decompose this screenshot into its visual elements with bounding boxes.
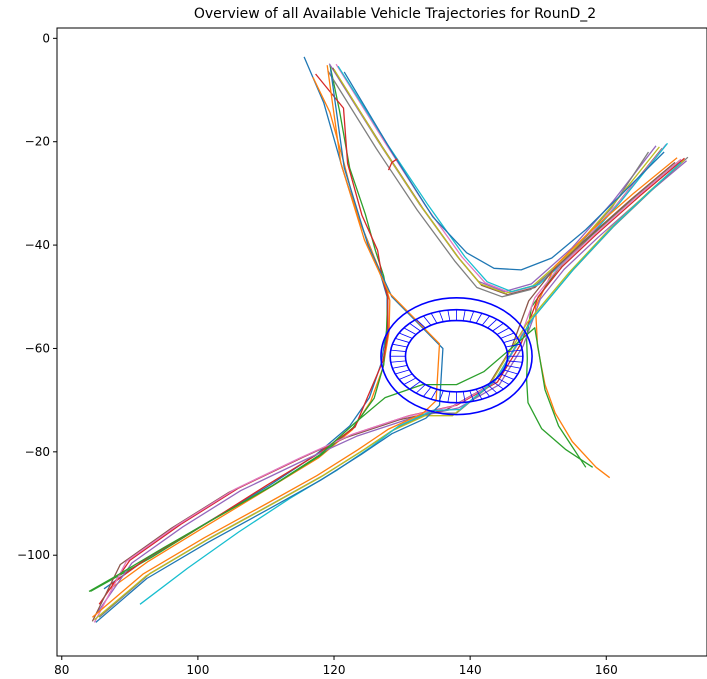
roundabout-segment	[505, 343, 521, 348]
trajectory-line	[111, 73, 389, 585]
roundabout-segment	[496, 327, 510, 335]
trajectory-line	[332, 67, 663, 296]
roundabout-segment	[500, 332, 515, 339]
roundabout-segment	[475, 313, 483, 324]
trajectory-line	[333, 68, 660, 294]
trajectory-line	[98, 157, 685, 605]
roundabout-segment	[462, 310, 466, 321]
chart-title: Overview of all Available Vehicle Trajec…	[194, 6, 596, 22]
roundabout-segment	[438, 390, 444, 402]
x-tick-label: 80	[54, 663, 69, 677]
roundabout-segment	[398, 332, 413, 339]
y-tick-label: −100	[17, 548, 50, 562]
roundabout-segment	[403, 327, 417, 335]
trajectory-line	[139, 161, 682, 605]
trajectory-line	[93, 158, 682, 623]
roundabout-segment	[409, 322, 421, 332]
x-tick-label: 120	[323, 663, 346, 677]
y-tick-label: −40	[25, 238, 50, 252]
roundabout-segment	[469, 390, 475, 402]
roundabout-segment	[447, 391, 451, 403]
roundabout-segment	[505, 365, 521, 369]
x-tick-label: 160	[595, 663, 618, 677]
trajectory-line	[93, 159, 685, 621]
roundabout-segment	[507, 349, 523, 352]
roundabout-segment	[492, 381, 504, 390]
roundabout-segment	[507, 360, 523, 363]
y-tick-label: −20	[25, 135, 50, 149]
roundabout-layer	[380, 297, 533, 416]
trajectory-line	[95, 69, 444, 623]
axis-layer: 80 100 120 140 160 0 −20 −40 −60 −80 −100	[17, 31, 618, 677]
roundabout-inner-ring	[404, 319, 509, 393]
plot-frame	[56, 27, 707, 657]
trajectory-line	[337, 65, 669, 293]
trajectory-line	[95, 160, 688, 616]
roundabout-segment	[430, 313, 438, 324]
trajectory-line	[343, 71, 665, 271]
trajectory-line	[91, 65, 441, 618]
roundabout-segment	[392, 343, 408, 348]
roundabout-segment	[481, 386, 491, 397]
trajectory-line	[387, 158, 398, 171]
roundabout-segment	[447, 310, 451, 321]
roundabout-segment	[492, 322, 504, 332]
roundabout-segment	[390, 360, 406, 363]
y-tick-label: 0	[42, 31, 50, 45]
roundabout-segment	[503, 369, 518, 375]
x-tick-label: 140	[459, 663, 482, 677]
roundabout-segment	[409, 381, 421, 390]
y-tick-label: −80	[25, 445, 50, 459]
roundabout-segment	[487, 319, 498, 329]
roundabout-segment	[481, 315, 491, 326]
roundabout-segment	[390, 349, 406, 352]
roundabout-segment	[430, 388, 438, 400]
trajectory-line	[525, 159, 681, 468]
roundabout-segment	[462, 391, 466, 403]
roundabout-segment	[438, 311, 444, 322]
roundabout-segment	[415, 319, 426, 329]
roundabout-segment	[423, 315, 432, 326]
roundabout-segment	[423, 386, 432, 397]
roundabout-segment	[415, 384, 426, 394]
roundabout-segment	[475, 388, 483, 400]
roundabout-outer-ring	[380, 297, 533, 416]
series-layer	[88, 56, 689, 623]
trajectory-line	[534, 157, 678, 479]
trajectory-line	[90, 64, 389, 592]
trajectory-line	[335, 63, 667, 294]
roundabout-segment	[487, 384, 498, 394]
roundabout-segment	[469, 311, 475, 322]
x-tick-label: 100	[186, 663, 209, 677]
roundabout-segment	[503, 338, 518, 343]
y-tick-label: −60	[25, 341, 50, 355]
roundabout-segment	[496, 377, 510, 385]
roundabout-segment	[403, 377, 417, 385]
roundabout-segment	[500, 373, 515, 380]
trajectory-line	[88, 327, 587, 592]
roundabout-segment	[392, 365, 408, 369]
roundabout-segment	[395, 338, 410, 343]
roundabout-segment	[398, 373, 413, 380]
roundabout-segment	[395, 369, 410, 375]
